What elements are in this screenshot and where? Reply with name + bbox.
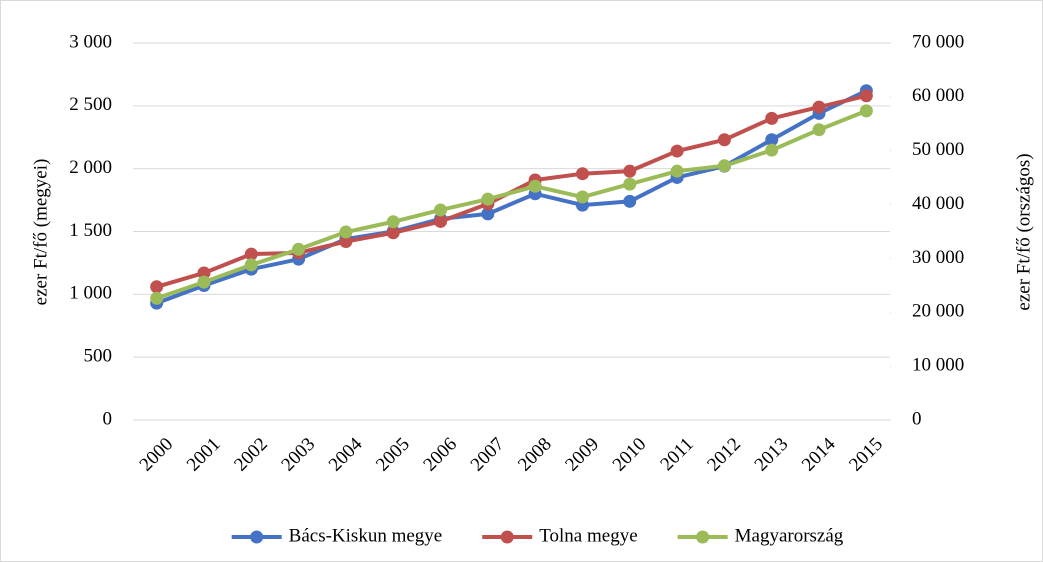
series-marker	[244, 258, 258, 272]
series-marker	[339, 225, 353, 239]
series-marker	[575, 167, 589, 181]
y-tick-label: 2 500	[69, 94, 112, 115]
y-tick-label: 500	[84, 346, 113, 367]
series-marker	[812, 123, 826, 137]
legend-marker	[500, 530, 514, 544]
series-marker	[292, 242, 306, 256]
series-marker	[859, 89, 873, 103]
series-marker	[150, 280, 164, 294]
series-marker	[670, 164, 684, 178]
series-marker	[717, 159, 731, 173]
y2-tick-label: 50 000	[912, 139, 964, 160]
y2-tick-label: 0	[912, 408, 922, 429]
series-marker	[434, 203, 448, 217]
series-marker	[765, 133, 779, 147]
legend-label: Bács-Kiskun megye	[289, 525, 443, 546]
y2-tick-label: 30 000	[912, 247, 964, 268]
series-marker	[434, 214, 448, 228]
legend-marker	[696, 530, 710, 544]
series-marker	[244, 247, 258, 261]
y2-tick-label: 10 000	[912, 355, 964, 376]
y2-tick-label: 60 000	[912, 85, 964, 106]
series-marker	[197, 275, 211, 289]
series-marker	[623, 177, 637, 191]
series-line	[156, 109, 868, 301]
y-tick-label: 0	[103, 408, 113, 429]
y-tick-label: 2 000	[69, 157, 112, 178]
series-marker	[575, 190, 589, 204]
series-marker	[386, 215, 400, 229]
series-line	[155, 88, 868, 306]
y2-axis-label: ezer Ft/fő (országos)	[1013, 153, 1034, 310]
y-tick-label: 1 500	[69, 220, 112, 241]
y2-tick-label: 70 000	[912, 31, 964, 52]
legend-marker	[250, 530, 264, 544]
series-marker	[670, 144, 684, 158]
series-marker	[859, 104, 873, 118]
series-marker	[623, 164, 637, 178]
y-tick-label: 3 000	[69, 31, 112, 52]
series-marker	[339, 235, 353, 249]
series-marker	[528, 179, 542, 193]
legend-label: Tolna megye	[539, 525, 637, 546]
series-marker	[717, 133, 731, 147]
series-marker	[765, 143, 779, 157]
series-marker	[623, 194, 637, 208]
series-marker	[481, 207, 495, 221]
y2-tick-label: 20 000	[912, 301, 964, 322]
legend-label: Magyarország	[735, 525, 844, 546]
y2-tick-label: 40 000	[912, 193, 964, 214]
series-marker	[150, 291, 164, 305]
y-axis-label: ezer Ft/fő (megyei)	[30, 159, 51, 306]
series-marker	[481, 192, 495, 206]
series-marker	[197, 266, 211, 280]
y-tick-label: 1 000	[69, 283, 112, 304]
series-marker	[386, 226, 400, 240]
series-marker	[812, 100, 826, 114]
series-marker	[765, 111, 779, 125]
